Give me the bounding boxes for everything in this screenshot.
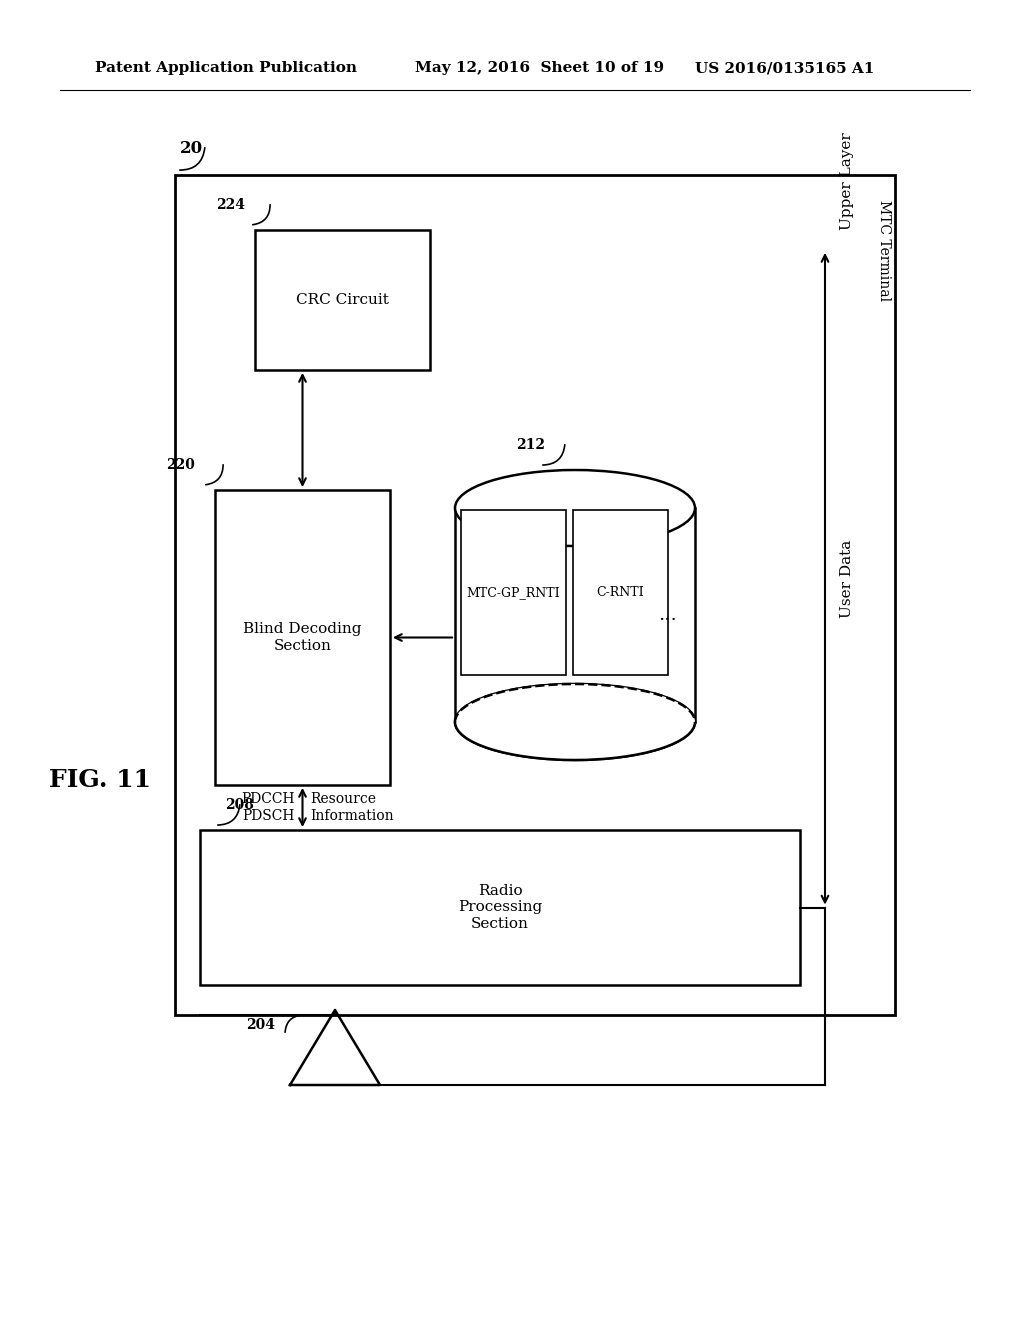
Bar: [461, 510, 566, 675]
Text: Upper Layer: Upper Layer: [840, 132, 854, 230]
Ellipse shape: [455, 470, 695, 546]
Text: Blind Decoding
Section: Blind Decoding Section: [244, 623, 361, 652]
Text: US 2016/0135165 A1: US 2016/0135165 A1: [695, 61, 874, 75]
Text: MTC Terminal: MTC Terminal: [877, 201, 891, 301]
Ellipse shape: [455, 684, 695, 760]
Text: Resource
Information: Resource Information: [310, 792, 394, 822]
Text: C-RNTI: C-RNTI: [597, 586, 644, 599]
Text: Radio
Processing
Section: Radio Processing Section: [458, 884, 542, 931]
Text: May 12, 2016  Sheet 10 of 19: May 12, 2016 Sheet 10 of 19: [415, 61, 665, 75]
Text: 208: 208: [225, 799, 254, 812]
Bar: [200, 830, 800, 985]
Bar: [573, 510, 668, 675]
Text: FIG. 11: FIG. 11: [49, 768, 151, 792]
Bar: [215, 490, 390, 785]
Text: Patent Application Publication: Patent Application Publication: [95, 61, 357, 75]
Text: ...: ...: [657, 606, 677, 624]
Text: PDCCH
PDSCH: PDCCH PDSCH: [241, 792, 295, 822]
Text: 204: 204: [246, 1018, 275, 1032]
Bar: [175, 176, 895, 1015]
Bar: [255, 230, 430, 370]
Text: 20: 20: [180, 140, 203, 157]
Text: 212: 212: [516, 438, 545, 451]
Ellipse shape: [455, 684, 695, 760]
Text: MTC-GP_RNTI: MTC-GP_RNTI: [467, 586, 560, 599]
Text: 224: 224: [216, 198, 245, 213]
Text: User Data: User Data: [840, 540, 854, 618]
Text: 220: 220: [166, 458, 195, 473]
Text: CRC Circuit: CRC Circuit: [296, 293, 389, 308]
Bar: [455, 508, 695, 722]
